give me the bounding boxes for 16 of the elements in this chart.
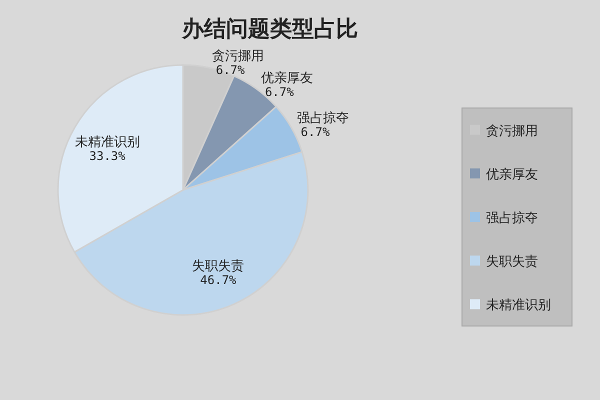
slice-label: 失职失责 xyxy=(192,259,244,274)
slice-label: 贪污挪用 xyxy=(212,49,264,64)
legend-label: 贪污挪用 xyxy=(486,124,538,139)
data-label: 6.7% xyxy=(216,63,246,78)
legend-label: 未精准识别 xyxy=(486,298,551,314)
data-label: 46.7% xyxy=(200,273,238,288)
slice-label: 未精准识别 xyxy=(74,135,140,150)
slice-label: 强占掠夺 xyxy=(296,111,349,126)
data-label: 6.7% xyxy=(264,85,295,100)
legend-label: 失职失责 xyxy=(486,254,538,270)
chart-title: 办结问题类型占比 xyxy=(181,16,358,42)
data-label: 6.7% xyxy=(300,125,330,140)
slice-label: 优亲厚友 xyxy=(260,71,313,86)
legend-label: 优亲厚友 xyxy=(486,167,538,182)
data-label: 33.3% xyxy=(89,149,126,164)
legend-label: 强占掠夺 xyxy=(486,211,538,226)
